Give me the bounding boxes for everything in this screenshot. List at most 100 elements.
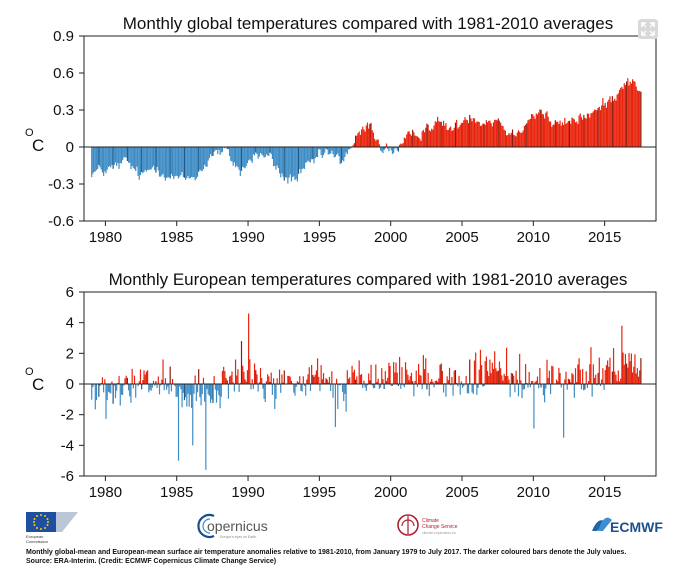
- europe-month-bar: [224, 371, 226, 384]
- global-month-bar: [160, 147, 162, 177]
- global-month-bar: [501, 125, 503, 147]
- europe-month-bar: [567, 378, 569, 384]
- global-month-bar: [422, 129, 424, 147]
- global-month-bar: [326, 147, 328, 150]
- europe-month-bar: [290, 380, 293, 384]
- expand-button[interactable]: [638, 19, 658, 39]
- europe-month-bar: [138, 381, 140, 384]
- europe-xtick-label: 1980: [89, 484, 122, 501]
- europe-month-bar: [330, 384, 332, 392]
- global-ytick-label: 0.6: [53, 65, 74, 82]
- global-month-bar: [434, 121, 436, 147]
- europe-month-bar: [362, 384, 364, 389]
- europe-month-bar: [226, 380, 228, 384]
- global-month-bar: [477, 121, 479, 147]
- europe-month-bar: [545, 384, 547, 389]
- global-month-bar: [281, 147, 283, 174]
- europe-month-bar: [548, 370, 550, 384]
- europe-month-bar: [240, 341, 243, 384]
- global-ytick-label: 0.9: [53, 28, 74, 45]
- europe-unit-label: C: [32, 375, 44, 394]
- europe-month-bar: [92, 384, 94, 388]
- global-month-bar: [236, 147, 238, 166]
- europe-month-bar: [353, 369, 356, 384]
- global-month-bar: [322, 147, 325, 156]
- global-month-bar: [378, 144, 380, 147]
- global-month-bar: [483, 123, 485, 147]
- global-month-bar: [491, 126, 493, 147]
- global-xtick-label: 1985: [160, 229, 193, 246]
- europe-month-bar: [473, 360, 476, 384]
- global-month-bar: [233, 147, 235, 163]
- europe-month-bar: [634, 354, 636, 384]
- global-month-bar: [300, 147, 302, 174]
- global-month-bar: [573, 119, 575, 147]
- global-month-bar: [522, 130, 524, 147]
- global-month-bar: [451, 130, 453, 147]
- global-ytick-label: 0: [66, 139, 74, 156]
- global-month-bar: [565, 123, 567, 147]
- global-month-bar: [131, 147, 133, 166]
- europe-month-bar: [120, 384, 123, 395]
- europe-month-bar: [639, 370, 641, 384]
- europe-month-bar: [261, 378, 263, 384]
- europe-month-bar: [370, 364, 372, 384]
- europe-month-bar: [148, 384, 150, 393]
- global-month-bar: [259, 147, 262, 154]
- global-month-bar: [350, 147, 352, 149]
- global-month-bar: [217, 147, 219, 155]
- europe-month-bar: [425, 358, 427, 384]
- global-month-bar: [346, 147, 348, 155]
- europe-month-bar: [620, 378, 622, 384]
- europe-month-bar: [114, 384, 117, 399]
- global-month-bar: [267, 147, 269, 156]
- global-month-bar: [294, 147, 296, 181]
- global-month-bar: [132, 147, 134, 168]
- europe-ytick-label: 2: [66, 345, 74, 362]
- global-month-bar: [211, 147, 213, 157]
- global-month-bar: [577, 123, 579, 147]
- europe-month-bar: [208, 384, 210, 396]
- europe-month-bar: [160, 384, 162, 386]
- europe-month-bar: [192, 384, 194, 446]
- global-month-bar: [112, 147, 114, 169]
- europe-month-bar: [377, 378, 379, 384]
- europe-month-bar: [250, 384, 252, 390]
- global-month-bar: [494, 119, 496, 147]
- global-month-bar: [252, 147, 254, 155]
- global-month-bar: [365, 125, 367, 147]
- global-month-bar: [454, 122, 457, 147]
- global-month-bar: [612, 100, 615, 147]
- global-month-bar: [609, 96, 611, 147]
- europe-month-bar: [597, 372, 599, 384]
- global-month-bar: [482, 123, 484, 147]
- global-month-bar: [91, 147, 93, 178]
- europe-month-bar: [101, 377, 104, 384]
- global-month-bar: [312, 147, 314, 160]
- europe-month-bar: [132, 384, 134, 389]
- europe-month-bar: [105, 384, 107, 419]
- global-month-bar: [274, 147, 276, 166]
- global-month-bar: [385, 143, 388, 147]
- europe-month-bar: [478, 369, 480, 384]
- global-month-bar: [485, 120, 487, 147]
- global-month-bar: [183, 147, 186, 178]
- global-month-bar: [502, 126, 504, 147]
- europe-month-bar: [91, 384, 93, 400]
- global-month-bar: [450, 126, 452, 147]
- europe-month-bar: [616, 381, 618, 384]
- europe-month-bar: [249, 359, 251, 384]
- global-month-bar: [345, 147, 347, 153]
- europe-month-bar: [630, 353, 632, 384]
- europe-month-bar: [219, 384, 221, 409]
- global-month-bar: [171, 147, 174, 177]
- europe-month-bar: [396, 372, 398, 384]
- europe-month-bar: [440, 363, 442, 384]
- europe-month-bar: [313, 376, 315, 384]
- europe-month-bar: [618, 381, 621, 384]
- europe-month-bar: [123, 384, 125, 386]
- global-month-bar: [219, 147, 221, 155]
- global-month-bar: [521, 132, 523, 147]
- global-month-bar: [261, 147, 263, 155]
- global-month-bar: [179, 147, 181, 177]
